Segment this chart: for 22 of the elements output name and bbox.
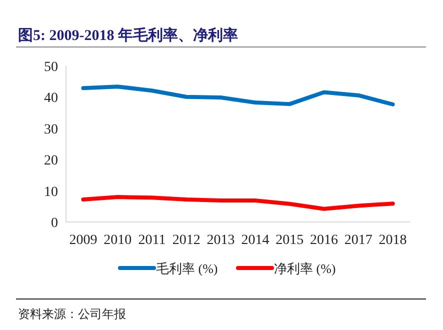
- legend-label: 毛利率 (%): [156, 261, 218, 276]
- y-tick-label: 50: [44, 60, 58, 75]
- y-tick-label: 0: [51, 216, 58, 231]
- chart-title: 图5: 2009-2018 年毛利率、净利率: [18, 26, 238, 44]
- y-tick-label: 30: [44, 122, 58, 138]
- x-tick-label: 2016: [310, 233, 338, 248]
- x-tick-label: 2011: [138, 233, 166, 248]
- x-tick-label: 2015: [276, 233, 304, 248]
- x-tick-label: 2009: [69, 233, 98, 248]
- x-tick-label: 2017: [344, 233, 372, 248]
- x-tick-label: 2018: [378, 233, 407, 248]
- y-tick-label: 10: [44, 184, 58, 200]
- x-tick-label: 2012: [172, 233, 200, 248]
- y-tick-label: 20: [44, 154, 58, 169]
- x-tick-label: 2014: [241, 233, 270, 248]
- x-tick-label: 2013: [206, 233, 235, 248]
- line-series: [81, 84, 395, 106]
- text: 资料来源：公司年报: [18, 307, 126, 321]
- y-tick-label: 40: [44, 91, 58, 106]
- line-series: [81, 195, 395, 211]
- legend-label: 净利率 (%): [274, 261, 336, 276]
- x-tick-label: 2010: [104, 233, 132, 248]
